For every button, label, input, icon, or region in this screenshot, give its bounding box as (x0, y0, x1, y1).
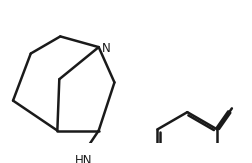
Text: N: N (101, 42, 110, 55)
Text: HN: HN (75, 154, 92, 163)
